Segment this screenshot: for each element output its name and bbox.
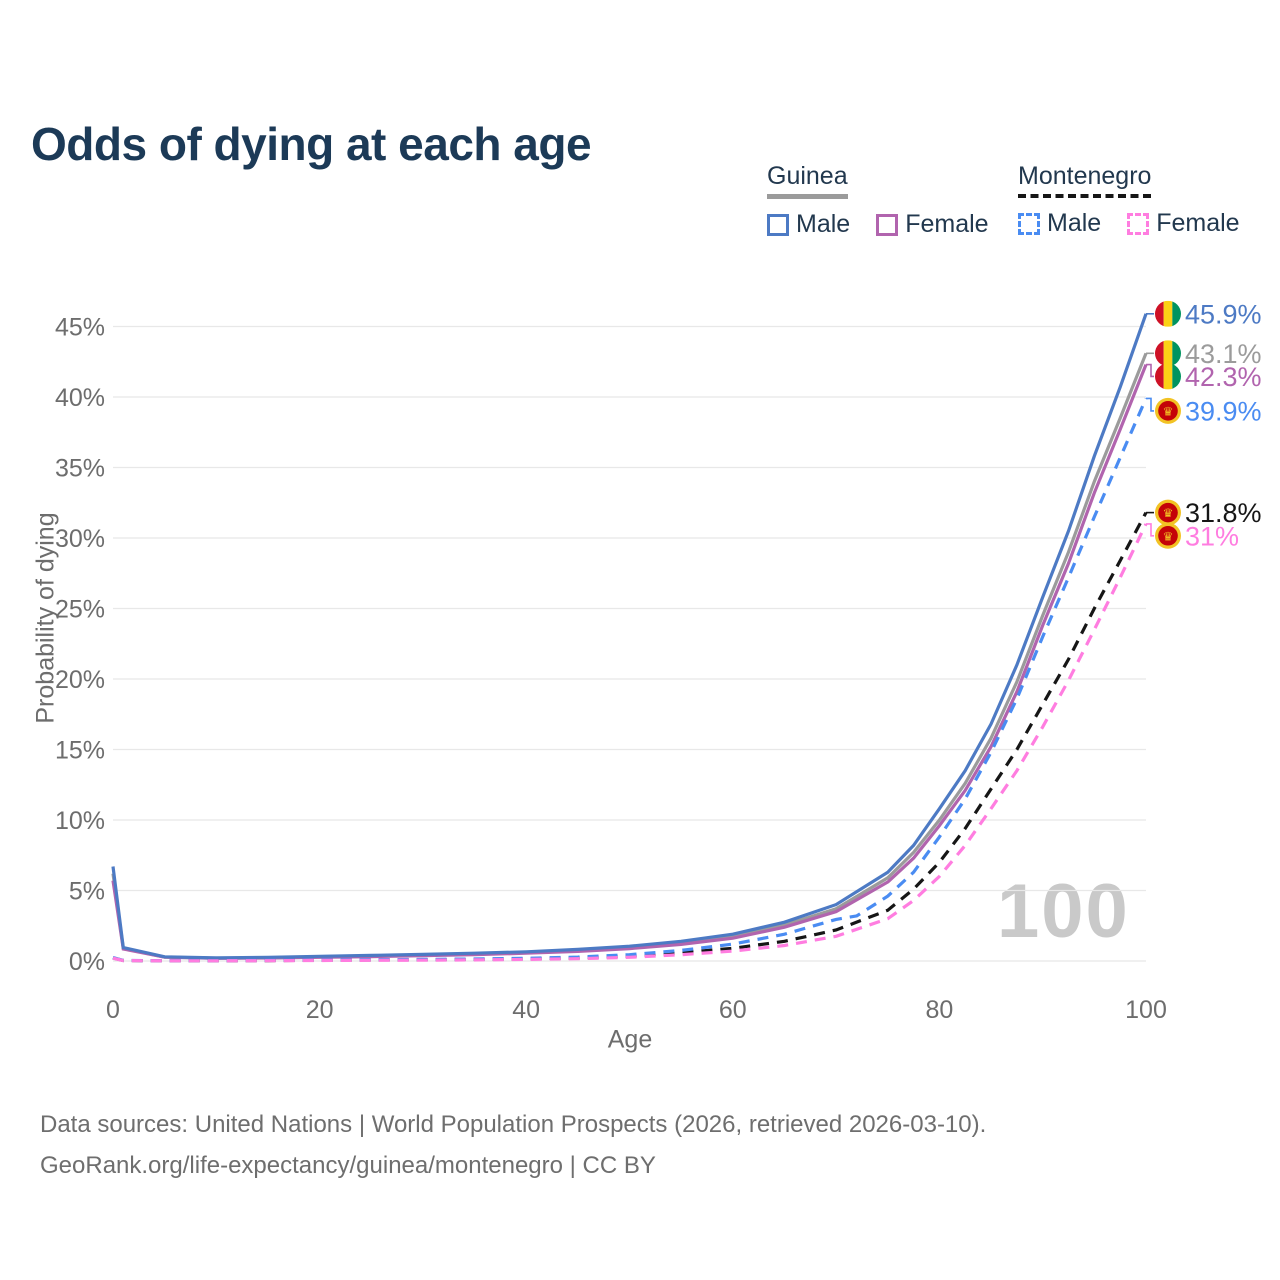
legend-item-label: Male bbox=[1047, 209, 1102, 237]
y-tick-label: 45% bbox=[55, 314, 105, 342]
montenegro-flag-icon: ♛ bbox=[1155, 397, 1181, 424]
series-line-guinea[interactable] bbox=[111, 352, 1148, 960]
guinea-flag-icon bbox=[1155, 340, 1181, 367]
montenegro-flag-icon: ♛ bbox=[1155, 499, 1181, 526]
y-tick-label: 10% bbox=[55, 807, 105, 835]
guinea-flag-icon bbox=[1155, 363, 1181, 390]
end-value-label: 42.3% bbox=[1185, 362, 1262, 392]
mortality-line-chart: 0% 5% 10% 15% 20% 25% 30% 35% 40% 45% 0 20 40 60 80 100… bbox=[55, 299, 1262, 1024]
end-value-label: 31% bbox=[1185, 521, 1239, 551]
footer-line-2: GeoRank.org/life-expectancy/guinea/monte… bbox=[40, 1152, 656, 1179]
y-tick-label: 35% bbox=[55, 455, 105, 483]
guinea-male-swatch-icon bbox=[767, 213, 789, 236]
x-tick-label: 40 bbox=[512, 996, 540, 1024]
data-sources-footer: Data sources: United Nations | World Pop… bbox=[40, 1104, 986, 1186]
montenegro-eagle-emblem: ♛ bbox=[1163, 529, 1174, 543]
x-tick-label: 100 bbox=[1125, 996, 1167, 1024]
y-tick-label: 30% bbox=[55, 525, 105, 553]
x-tick-label: 0 bbox=[106, 996, 120, 1024]
guinea-flag-icon bbox=[1155, 300, 1181, 327]
legend-item-guinea-male[interactable]: Male bbox=[767, 210, 850, 239]
legend-header-montenegro: Montenegro bbox=[1018, 162, 1152, 198]
y-axis-label: Probability of dying bbox=[31, 512, 60, 724]
montenegro-female-swatch-icon bbox=[1127, 212, 1150, 235]
guinea-female-swatch-icon bbox=[876, 213, 899, 236]
page-title: Odds of dying at each age bbox=[31, 117, 592, 170]
y-tick-label: 5% bbox=[69, 878, 105, 906]
montenegro-eagle-emblem: ♛ bbox=[1163, 506, 1174, 520]
legend-item-guinea-female[interactable]: Female bbox=[876, 210, 989, 239]
end-value-label: 43.1% bbox=[1185, 339, 1262, 369]
y-tick-label: 15% bbox=[55, 737, 105, 765]
end-label-connector bbox=[1146, 397, 1154, 412]
legend-group-montenegro: Montenegro Male Female bbox=[1018, 162, 1240, 238]
legend-header-guinea: Guinea bbox=[767, 162, 848, 199]
footer-line-1: Data sources: United Nations | World Pop… bbox=[40, 1111, 987, 1138]
y-tick-label: 25% bbox=[55, 596, 105, 624]
end-label-connector bbox=[1146, 523, 1154, 537]
end-value-label: 31.8% bbox=[1185, 498, 1262, 528]
age-watermark: 100 bbox=[997, 869, 1130, 954]
montenegro-male-swatch-icon bbox=[1018, 212, 1040, 235]
x-axis-label: Age bbox=[607, 1025, 653, 1054]
y-tick-label: 20% bbox=[55, 666, 105, 694]
montenegro-eagle-emblem: ♛ bbox=[1163, 404, 1174, 418]
legend-item-montenegro-female[interactable]: Female bbox=[1127, 209, 1240, 238]
series-line-guinea-male[interactable] bbox=[111, 313, 1148, 960]
legend-item-label: Male bbox=[796, 210, 851, 238]
x-tick-label: 80 bbox=[925, 996, 953, 1024]
end-value-label: 45.9% bbox=[1185, 299, 1262, 329]
end-value-label: 39.9% bbox=[1185, 396, 1262, 426]
x-tick-label: 20 bbox=[306, 996, 334, 1024]
series-line-guinea-female[interactable] bbox=[111, 364, 1148, 960]
montenegro-flag-icon: ♛ bbox=[1155, 522, 1181, 549]
legend-item-label: Female bbox=[1156, 209, 1240, 237]
series-line-montenegro-female[interactable] bbox=[112, 523, 1148, 963]
end-label-connector bbox=[1146, 363, 1154, 378]
legend-group-guinea: Guinea Male Female bbox=[767, 162, 989, 239]
x-tick-label: 60 bbox=[719, 996, 747, 1024]
y-tick-label: 0% bbox=[69, 948, 105, 976]
legend-item-label: Female bbox=[905, 210, 989, 238]
y-tick-label: 40% bbox=[55, 384, 105, 412]
legend-item-montenegro-male[interactable]: Male bbox=[1018, 209, 1101, 238]
